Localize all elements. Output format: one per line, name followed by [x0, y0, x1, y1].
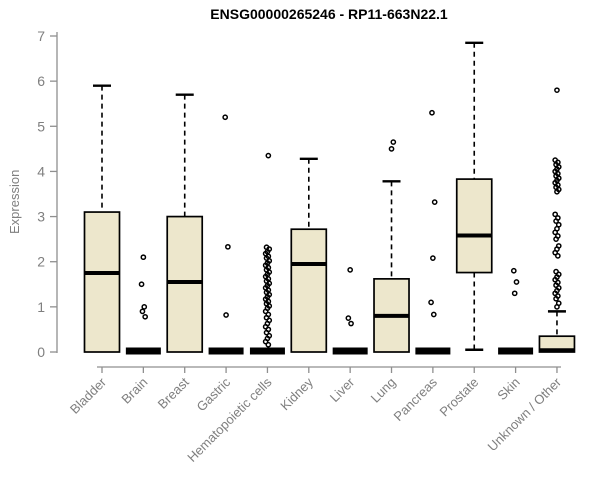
- svg-text:Skin: Skin: [494, 375, 522, 403]
- svg-text:Kidney: Kidney: [277, 374, 316, 413]
- svg-text:0: 0: [37, 344, 45, 360]
- svg-text:6: 6: [37, 73, 45, 89]
- svg-text:Prostate: Prostate: [437, 375, 482, 420]
- svg-text:3: 3: [37, 209, 45, 225]
- svg-text:Unknown / Other: Unknown / Other: [484, 374, 564, 454]
- svg-text:1: 1: [37, 299, 45, 315]
- svg-text:Pancreas: Pancreas: [391, 374, 441, 424]
- svg-text:Lung: Lung: [368, 375, 399, 406]
- chart-title: ENSG00000265246 - RP11-663N22.1: [210, 6, 448, 22]
- svg-text:Gastric: Gastric: [193, 374, 233, 414]
- svg-text:Liver: Liver: [327, 374, 358, 405]
- svg-text:7: 7: [37, 28, 45, 44]
- svg-text:5: 5: [37, 118, 45, 134]
- svg-text:Bladder: Bladder: [67, 374, 110, 417]
- svg-text:2: 2: [37, 254, 45, 270]
- svg-text:4: 4: [37, 163, 45, 179]
- svg-text:Brain: Brain: [118, 375, 150, 407]
- svg-text:Breast: Breast: [155, 374, 192, 411]
